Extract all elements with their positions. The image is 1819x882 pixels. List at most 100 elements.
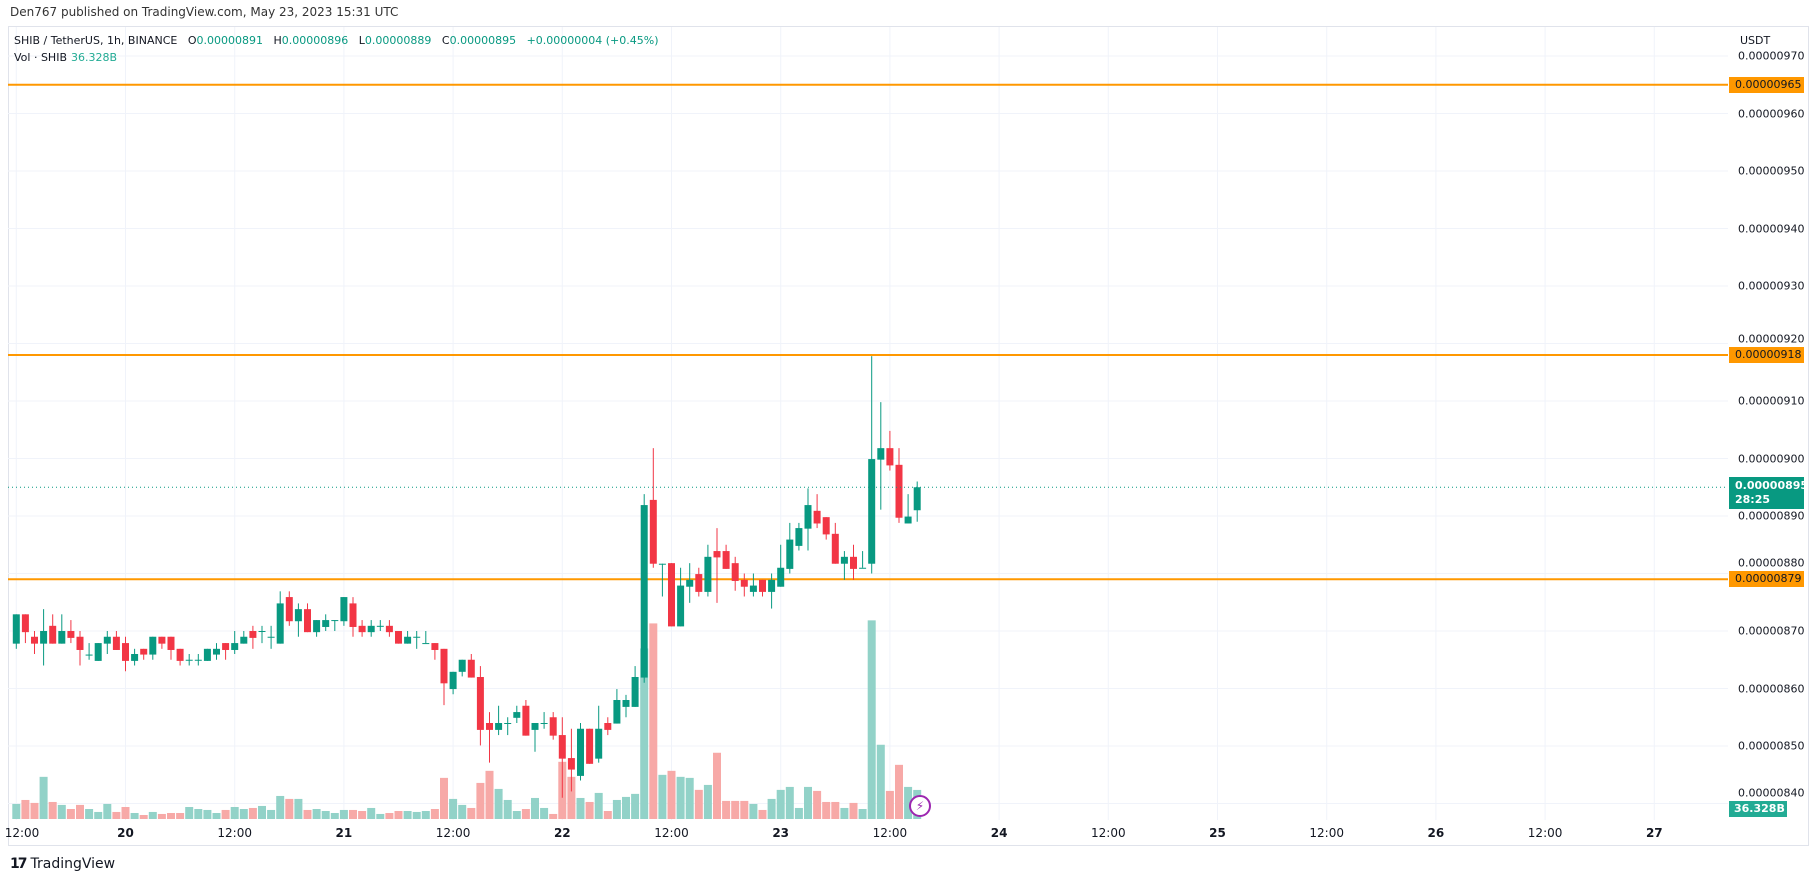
candle[interactable] — [122, 636, 129, 672]
candle[interactable] — [449, 671, 457, 695]
candle[interactable] — [276, 591, 284, 644]
candle[interactable] — [85, 643, 93, 660]
candle[interactable] — [795, 522, 803, 551]
candle[interactable] — [658, 563, 666, 597]
candle[interactable] — [322, 614, 330, 631]
candle[interactable] — [213, 643, 220, 660]
candle[interactable] — [604, 717, 612, 736]
candle[interactable] — [267, 625, 275, 649]
candle[interactable] — [12, 614, 20, 649]
candle[interactable] — [713, 528, 721, 603]
candle[interactable] — [577, 723, 584, 781]
candle[interactable] — [385, 620, 393, 637]
candle[interactable] — [285, 591, 293, 626]
symbol-title[interactable]: SHIB / TetherUS, 1h, BINANCE — [14, 34, 178, 47]
candle[interactable] — [777, 544, 785, 587]
candle[interactable] — [513, 705, 521, 723]
candle[interactable] — [149, 636, 157, 660]
candle[interactable] — [158, 636, 166, 649]
candle[interactable] — [640, 494, 648, 683]
candle[interactable] — [850, 544, 857, 580]
candle[interactable] — [868, 356, 876, 574]
candle[interactable] — [595, 705, 603, 763]
candle[interactable] — [822, 517, 830, 540]
candle[interactable] — [759, 579, 766, 597]
candle[interactable] — [586, 728, 594, 764]
candle[interactable] — [522, 700, 530, 736]
candle[interactable] — [331, 620, 339, 631]
volume-legend-label[interactable]: Vol · SHIB — [14, 51, 67, 64]
candle[interactable] — [304, 603, 311, 633]
candle[interactable] — [877, 402, 885, 510]
candle[interactable] — [404, 631, 412, 644]
candle[interactable] — [549, 712, 557, 740]
candle[interactable] — [422, 631, 430, 645]
candle[interactable] — [222, 643, 230, 660]
candle[interactable] — [21, 614, 29, 644]
candle[interactable] — [668, 563, 675, 627]
candle[interactable] — [103, 631, 111, 654]
candle[interactable] — [440, 648, 448, 706]
candle[interactable] — [94, 643, 102, 661]
candle[interactable] — [203, 648, 211, 661]
candle[interactable] — [722, 544, 730, 569]
candle[interactable] — [677, 567, 685, 627]
candle[interactable] — [476, 666, 484, 746]
candle[interactable] — [740, 573, 748, 597]
candle[interactable] — [340, 597, 348, 626]
tradingview-logo[interactable]: 17 TradingView — [10, 856, 115, 872]
candle[interactable] — [495, 705, 503, 736]
candle[interactable] — [40, 609, 48, 666]
candle[interactable] — [613, 689, 621, 724]
candle[interactable] — [194, 654, 202, 666]
candle[interactable] — [467, 654, 475, 678]
candle[interactable] — [395, 631, 402, 644]
candle[interactable] — [904, 494, 912, 524]
candle[interactable] — [313, 620, 321, 637]
candle[interactable] — [376, 620, 384, 631]
candle[interactable] — [804, 488, 812, 551]
candle[interactable] — [367, 620, 375, 637]
candle[interactable] — [231, 631, 239, 654]
candle[interactable] — [413, 631, 421, 649]
candle[interactable] — [258, 625, 266, 644]
candle[interactable] — [531, 723, 539, 752]
candle[interactable] — [486, 712, 493, 763]
candle[interactable] — [859, 551, 867, 569]
candle[interactable] — [167, 636, 175, 660]
candle[interactable] — [840, 551, 848, 580]
candle[interactable] — [886, 430, 894, 471]
candle[interactable] — [67, 620, 75, 644]
candle[interactable] — [567, 728, 575, 792]
candle[interactable] — [704, 544, 712, 597]
candle[interactable] — [768, 573, 776, 609]
candle[interactable] — [58, 614, 66, 644]
candle[interactable] — [895, 448, 903, 523]
candle[interactable] — [695, 567, 703, 597]
candle[interactable] — [649, 448, 657, 568]
candle[interactable] — [731, 556, 739, 591]
candle[interactable] — [349, 597, 357, 637]
candle[interactable] — [831, 522, 839, 564]
lightning-icon[interactable]: ⚡ — [909, 795, 931, 817]
candle[interactable] — [504, 717, 512, 736]
candle[interactable] — [294, 603, 302, 637]
candle[interactable] — [49, 614, 57, 644]
candle[interactable] — [31, 631, 38, 654]
candle[interactable] — [458, 659, 466, 677]
candle[interactable] — [813, 494, 821, 529]
candle[interactable] — [131, 648, 139, 666]
candle[interactable] — [558, 717, 566, 798]
candle[interactable] — [631, 666, 639, 707]
candle[interactable] — [686, 563, 694, 603]
candle[interactable] — [185, 654, 193, 666]
candle[interactable] — [76, 631, 84, 666]
candle[interactable] — [622, 694, 630, 718]
candle[interactable] — [176, 648, 184, 666]
candle[interactable] — [913, 481, 921, 522]
candle[interactable] — [112, 631, 120, 650]
candle[interactable] — [540, 712, 548, 729]
candle[interactable] — [786, 522, 794, 574]
candle[interactable] — [140, 648, 148, 660]
